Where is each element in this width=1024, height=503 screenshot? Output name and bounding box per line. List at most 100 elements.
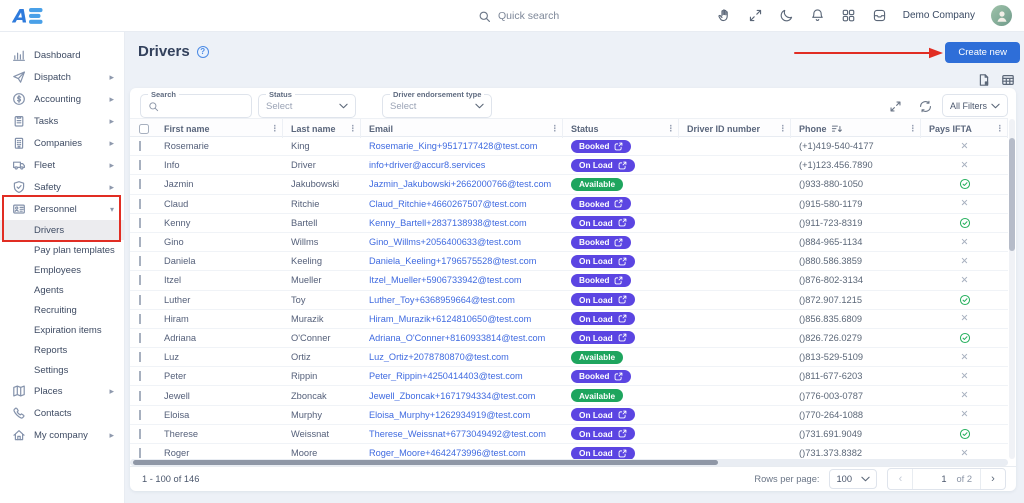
table-row[interactable]: Eloisa Murphy Eloisa_Murphy+1262934919@t… bbox=[130, 406, 1008, 425]
column-header-phone[interactable]: Phone ⋮ bbox=[791, 119, 921, 138]
table-row[interactable]: Adriana O'Conner Adriana_O'Conner+816093… bbox=[130, 329, 1008, 349]
email-link[interactable]: Eloisa_Murphy+1262934919@test.com bbox=[369, 409, 531, 420]
table-row[interactable]: Therese Weissnat Therese_Weissnat+677304… bbox=[130, 425, 1008, 444]
status-badge[interactable]: On Load bbox=[571, 446, 635, 460]
sidebar-item-tasks[interactable]: Tasks bbox=[0, 110, 124, 132]
email-link[interactable]: Itzel_Mueller+5906733942@test.com bbox=[369, 275, 522, 286]
app-logo-icon[interactable]: A bbox=[12, 5, 52, 27]
moon-icon[interactable] bbox=[779, 8, 794, 23]
table-row[interactable]: Rosemarie King Rosemarie_King+9517177428… bbox=[130, 137, 1008, 157]
company-name[interactable]: Demo Company bbox=[902, 10, 975, 21]
user-avatar[interactable] bbox=[991, 5, 1012, 26]
email-link[interactable]: Gino_Willms+2056400633@test.com bbox=[369, 237, 522, 248]
external-link-icon[interactable] bbox=[614, 238, 623, 247]
row-checkbox[interactable] bbox=[139, 179, 141, 190]
bell-icon[interactable] bbox=[810, 8, 825, 23]
sidebar-item-fleet[interactable]: Fleet bbox=[0, 154, 124, 176]
table-row[interactable]: Jazmin Jakubowski Jazmin_Jakubowski+2662… bbox=[130, 175, 1008, 195]
sidebar-item-dashboard[interactable]: Dashboard bbox=[0, 44, 124, 66]
sidebar-item-agents[interactable]: Agents bbox=[34, 284, 64, 296]
status-badge[interactable]: On Load bbox=[571, 158, 635, 172]
next-page-button[interactable]: › bbox=[991, 473, 995, 485]
column-header-first-name[interactable]: First name ⋮ bbox=[156, 119, 283, 138]
email-link[interactable]: Kenny_Bartell+2837138938@test.com bbox=[369, 217, 527, 228]
quick-search[interactable] bbox=[478, 0, 608, 32]
status-badge[interactable]: Booked bbox=[571, 369, 632, 383]
status-badge[interactable]: On Load bbox=[571, 331, 635, 345]
table-row[interactable]: Itzel Mueller Itzel_Mueller+5906733942@t… bbox=[130, 271, 1008, 291]
external-link-icon[interactable] bbox=[614, 142, 623, 151]
sidebar-item-companies[interactable]: Companies bbox=[0, 132, 124, 154]
row-checkbox[interactable] bbox=[139, 198, 141, 209]
external-link-icon[interactable] bbox=[618, 429, 627, 438]
external-link-icon[interactable] bbox=[618, 333, 627, 342]
create-new-button[interactable]: Create new bbox=[945, 42, 1020, 63]
status-badge[interactable]: Booked bbox=[571, 197, 632, 211]
status-badge[interactable]: On Load bbox=[571, 293, 635, 307]
status-badge[interactable]: Booked bbox=[571, 235, 632, 249]
sidebar-item-pay-plan-templates[interactable]: Pay plan templates bbox=[34, 244, 115, 256]
row-checkbox[interactable] bbox=[139, 294, 141, 305]
status-badge[interactable]: Available bbox=[571, 389, 624, 403]
column-menu-icon[interactable]: ⋮ bbox=[270, 123, 280, 133]
row-checkbox[interactable] bbox=[139, 160, 141, 171]
email-link[interactable]: Daniela_Keeling+1796575528@test.com bbox=[369, 256, 537, 267]
row-checkbox[interactable] bbox=[139, 313, 141, 324]
table-row[interactable]: Daniela Keeling Daniela_Keeling+17965755… bbox=[130, 252, 1008, 272]
status-badge[interactable]: Booked bbox=[571, 273, 632, 287]
sidebar-item-recruiting[interactable]: Recruiting bbox=[34, 304, 77, 316]
status-badge[interactable]: On Load bbox=[571, 254, 635, 268]
email-link[interactable]: Luz_Ortiz+2078780870@test.com bbox=[369, 352, 509, 363]
email-link[interactable]: Jewell_Zboncak+1671794334@test.com bbox=[369, 390, 536, 401]
sidebar-item-accounting[interactable]: Accounting bbox=[0, 88, 124, 110]
row-checkbox[interactable] bbox=[139, 352, 141, 363]
external-link-icon[interactable] bbox=[618, 314, 627, 323]
sidebar-item-reports[interactable]: Reports bbox=[34, 344, 68, 356]
external-link-icon[interactable] bbox=[618, 161, 627, 170]
previous-page-button[interactable]: ‹ bbox=[898, 473, 903, 485]
status-badge[interactable]: On Load bbox=[571, 312, 635, 326]
status-select[interactable]: Status Select bbox=[258, 90, 356, 118]
row-checkbox[interactable] bbox=[139, 256, 141, 267]
email-link[interactable]: info+driver@accur8.services bbox=[369, 160, 486, 171]
row-checkbox[interactable] bbox=[139, 448, 141, 459]
table-row[interactable]: Info Driver info+driver@accur8.services … bbox=[130, 156, 1008, 176]
email-link[interactable]: Roger_Moore+4642473996@test.com bbox=[369, 448, 526, 459]
sidebar-item-employees[interactable]: Employees bbox=[34, 264, 81, 276]
select-all-checkbox[interactable] bbox=[139, 123, 149, 134]
quick-search-input[interactable] bbox=[498, 10, 608, 22]
row-checkbox[interactable] bbox=[139, 390, 141, 401]
sidebar-item-dispatch[interactable]: Dispatch bbox=[0, 66, 124, 88]
email-link[interactable]: Claud_Ritchie+4660267507@test.com bbox=[369, 198, 527, 209]
search-field[interactable]: Search bbox=[140, 90, 252, 118]
external-link-icon[interactable] bbox=[614, 199, 623, 208]
sidebar-item-drivers[interactable]: Drivers bbox=[0, 220, 124, 240]
help-icon[interactable]: ? bbox=[196, 45, 209, 58]
hand-icon[interactable] bbox=[717, 8, 732, 23]
status-badge[interactable]: On Load bbox=[571, 216, 635, 230]
sidebar-item-my-company[interactable]: My company bbox=[0, 424, 124, 446]
external-link-icon[interactable] bbox=[614, 372, 623, 381]
rows-per-page-select[interactable]: 100 bbox=[829, 469, 878, 489]
status-badge[interactable]: Available bbox=[571, 350, 624, 364]
email-link[interactable]: Luther_Toy+6368959664@test.com bbox=[369, 294, 515, 305]
endorsement-select[interactable]: Driver endorsement type Select bbox=[382, 90, 492, 118]
row-checkbox[interactable] bbox=[139, 217, 141, 228]
expand-table-icon[interactable] bbox=[884, 95, 906, 117]
table-row[interactable]: Luther Toy Luther_Toy+6368959664@test.co… bbox=[130, 291, 1008, 310]
external-link-icon[interactable] bbox=[618, 218, 627, 227]
email-link[interactable]: Rosemarie_King+9517177428@test.com bbox=[369, 141, 538, 152]
apps-icon[interactable] bbox=[841, 8, 856, 23]
archive-icon[interactable] bbox=[872, 8, 887, 23]
vertical-scrollbar-thumb[interactable] bbox=[1009, 138, 1015, 251]
column-header-email[interactable]: Email ⋮ bbox=[361, 119, 563, 138]
external-link-icon[interactable] bbox=[614, 276, 623, 285]
row-checkbox[interactable] bbox=[139, 141, 141, 152]
export-icon[interactable] bbox=[977, 73, 991, 87]
table-row[interactable]: Jewell Zboncak Jewell_Zboncak+1671794334… bbox=[130, 386, 1008, 406]
external-link-icon[interactable] bbox=[618, 295, 627, 304]
column-menu-icon[interactable]: ⋮ bbox=[348, 123, 358, 133]
sidebar-item-places[interactable]: Places bbox=[0, 380, 124, 402]
table-row[interactable]: Peter Rippin Peter_Rippin+4250414403@tes… bbox=[130, 367, 1008, 387]
row-checkbox[interactable] bbox=[139, 237, 141, 248]
